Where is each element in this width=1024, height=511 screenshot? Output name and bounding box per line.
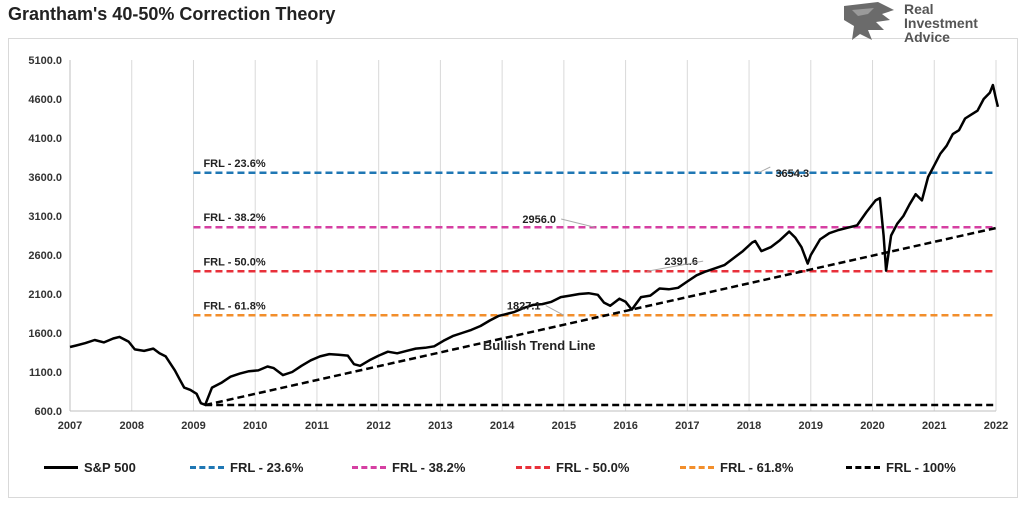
legend-swatch: [44, 466, 78, 469]
trend-line-layer: [204, 226, 997, 407]
legend-item: FRL - 38.2%: [352, 460, 465, 475]
eagle-logo-icon: [844, 2, 894, 40]
x-tick-label: 2013: [428, 420, 452, 432]
frl-value-label: 2956.0: [522, 214, 556, 226]
x-tick-label: 2011: [305, 420, 329, 432]
trend-line-label: Bullish Trend Line: [483, 338, 596, 353]
chart-plot: 2007 2008 2009 2010 2011 2012 2013 2014 2015 2016…: [28, 55, 1008, 432]
x-tick-label: 2012: [366, 420, 390, 432]
legend-label: FRL - 23.6%: [230, 460, 304, 475]
x-tick-label: 2014: [490, 420, 515, 432]
legend-item: FRL - 50.0%: [516, 460, 629, 475]
legend-item: S&P 500: [44, 460, 136, 475]
legend-item: FRL - 100%: [846, 460, 956, 475]
x-tick-label: 2015: [552, 420, 576, 432]
x-tick-label: 2019: [799, 420, 823, 432]
x-tick-label: 2009: [181, 420, 205, 432]
legend-label: S&P 500: [84, 460, 136, 475]
legend-swatch: [516, 466, 550, 469]
y-tick-label: 5100.0: [28, 55, 62, 67]
chart-title: Grantham's 40-50% Correction Theory: [8, 4, 336, 24]
x-tick-label: 2010: [243, 420, 267, 432]
annotations: 3654.3 2956.0 2391.6 1827.1 Bullish Trend Li…: [483, 166, 809, 353]
y-tick-label: 3600.0: [28, 172, 62, 184]
sp500-line: [69, 83, 1000, 407]
bullish-trend-line: [204, 226, 997, 407]
legend-swatch: [846, 466, 880, 469]
legend-label: FRL - 50.0%: [556, 460, 630, 475]
x-tick-label: 2021: [922, 420, 946, 432]
annotation-leader: [561, 218, 595, 228]
y-tick-label: 3100.0: [28, 211, 62, 223]
legend-item: FRL - 61.8%: [680, 460, 793, 475]
frl-value-label: 1827.1: [507, 301, 541, 313]
logo-line-3: Advice: [904, 29, 950, 45]
fibonacci-levels: FRL - 23.6% FRL - 38.2% FRL - 50.0% FRL - 6…: [193, 158, 996, 407]
y-tick-label: 4100.0: [28, 133, 62, 145]
x-tick-label: 2007: [58, 420, 82, 432]
y-tick-label: 2600.0: [28, 250, 62, 262]
legend-swatch: [680, 466, 714, 469]
annotation-leader: [758, 166, 771, 174]
legend-label: FRL - 61.8%: [720, 460, 794, 475]
frl-value-label: 3654.3: [775, 168, 809, 180]
x-tick-label: 2008: [119, 420, 143, 432]
y-tick-label: 2100.0: [28, 289, 62, 301]
frl-value-label: 2391.6: [664, 256, 698, 268]
logo: Real Investment Advice: [838, 0, 1018, 44]
legend-swatch: [352, 466, 386, 469]
x-tick-label: 2022: [984, 420, 1008, 432]
annotation-leader: [647, 260, 704, 272]
frl-level-label: FRL - 50.0%: [203, 256, 265, 268]
sp500-series-layer: [69, 83, 1000, 407]
frl-level-label: FRL - 23.6%: [203, 158, 265, 170]
axes: 2007 2008 2009 2010 2011 2012 2013 2014 2015 2016…: [28, 55, 1008, 432]
legend-label: FRL - 38.2%: [392, 460, 466, 475]
legend-item: FRL - 23.6%: [190, 460, 303, 475]
grid-lines: [69, 60, 997, 411]
y-tick-label: 1100.0: [29, 367, 62, 379]
legend-label: FRL - 100%: [886, 460, 956, 475]
y-tick-label: 4600.0: [28, 94, 62, 106]
x-tick-label: 2017: [675, 420, 699, 432]
legend: S&P 500 FRL - 23.6% FRL - 38.2% FRL - 50.0%…: [0, 460, 1024, 482]
logo-line-2: Investment: [904, 15, 978, 31]
frl-level-label: FRL - 38.2%: [203, 212, 265, 224]
x-tick-label: 2016: [613, 420, 637, 432]
x-tick-label: 2018: [737, 420, 761, 432]
annotation-leader: [545, 305, 565, 316]
x-tick-label: 2020: [860, 420, 884, 432]
logo-text: Real Investment Advice: [904, 2, 978, 44]
frl-level-label: FRL - 61.8%: [203, 300, 265, 312]
legend-swatch: [190, 466, 224, 469]
y-tick-label: 1600.0: [28, 328, 62, 340]
y-tick-label: 600.0: [34, 406, 62, 418]
logo-line-1: Real: [904, 1, 934, 17]
